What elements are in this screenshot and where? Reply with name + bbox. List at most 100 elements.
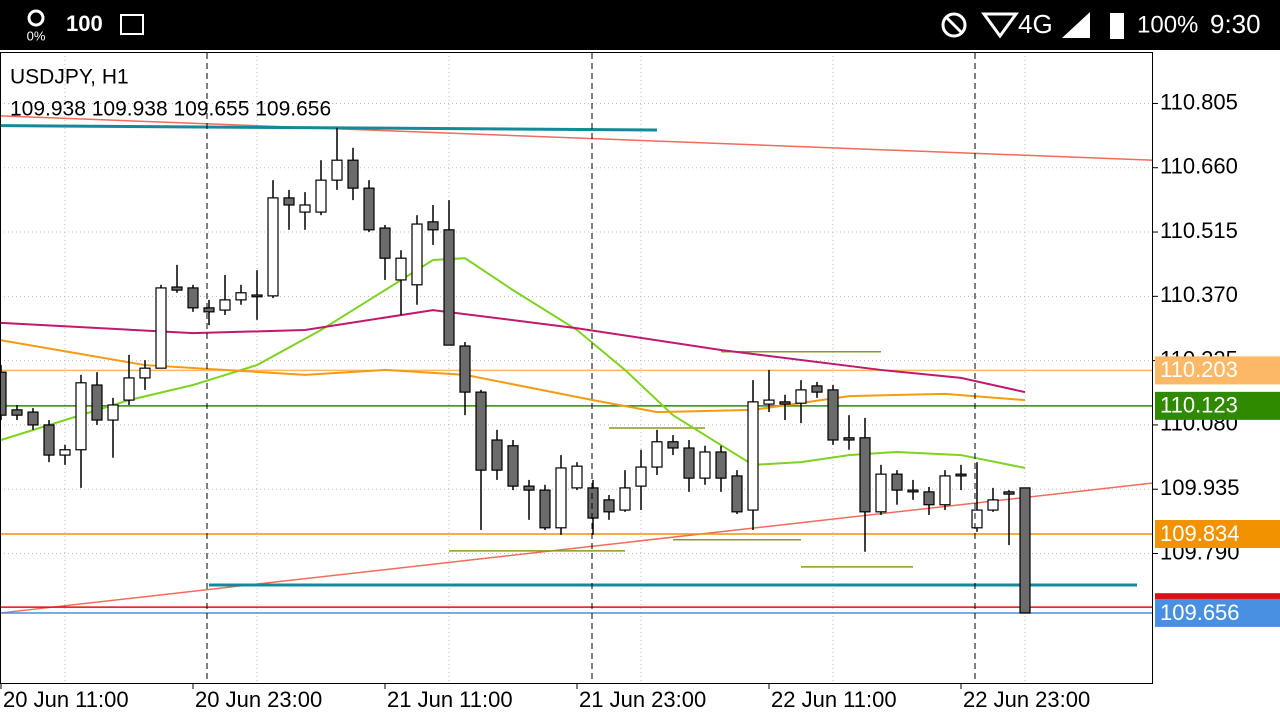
drawn-line [0, 115, 1154, 161]
candle-body [827, 389, 839, 441]
candle-body [1003, 491, 1015, 495]
candle-body [875, 473, 887, 513]
price-label: 109.834 [1160, 521, 1240, 546]
dnd-icon [941, 12, 967, 38]
y-tick-label: 109.935 [1160, 475, 1240, 500]
clock: 9:30 [1210, 9, 1261, 39]
candle-body [459, 345, 471, 393]
x-tick-label: 22 Jun 11:00 [771, 687, 897, 712]
moving-average [0, 309, 1026, 394]
drawn-line [0, 124, 658, 132]
image-icon [120, 14, 144, 35]
candle-body [667, 441, 679, 449]
battery-saver-icon [27, 9, 45, 27]
candle-body [139, 367, 151, 379]
price-label: 110.123 [1160, 393, 1238, 418]
x-tick-label: 22 Jun 23:00 [963, 687, 1090, 712]
candle-body [891, 473, 903, 491]
candle-body [587, 487, 599, 519]
candle-body [699, 451, 711, 479]
candle-body [475, 391, 487, 471]
x-tick-label: 21 Jun 23:00 [579, 687, 706, 712]
candle-body [715, 451, 727, 479]
signal-count: 100 [66, 11, 103, 36]
candle-body [1019, 487, 1031, 614]
moving-average [0, 339, 1026, 414]
candle-body [571, 465, 583, 489]
candle-body [235, 292, 247, 301]
y-tick-label: 110.805 [1160, 89, 1238, 114]
battery-saver-text: 0% [27, 28, 46, 43]
candle-body [299, 204, 311, 213]
moving-average [0, 257, 1026, 469]
candle-body [923, 491, 935, 506]
candle-body [763, 399, 775, 405]
candle-body [43, 424, 55, 456]
y-tick-label: 110.370 [1160, 282, 1238, 307]
candle-body [619, 487, 631, 511]
candle-body [187, 287, 199, 309]
candle-body [651, 441, 663, 468]
wifi-icon [981, 12, 1019, 39]
x-tick-label: 20 Jun 23:00 [195, 687, 322, 712]
dnd-slash [944, 15, 964, 35]
x-tick-label: 20 Jun 11:00 [3, 687, 129, 712]
candle-body [747, 401, 759, 511]
chart-title: USDJPY, H1 [10, 66, 129, 89]
battery-icon [1110, 13, 1124, 39]
y-tick-label: 110.660 [1160, 154, 1238, 179]
plot-area [0, 52, 1154, 683]
price-label-box [1155, 391, 1280, 420]
candle-body [331, 159, 343, 181]
battery-level: 100% [1137, 11, 1198, 38]
candle-body [859, 437, 871, 513]
candle-body [523, 485, 535, 491]
candle-body [971, 509, 983, 529]
candle-body [267, 197, 279, 297]
candle-body [155, 287, 167, 369]
candle-body [843, 437, 855, 441]
ohlc-header: 109.938 109.938 109.655 109.656 [10, 98, 331, 121]
candle-body [987, 499, 999, 511]
y-tick-label: 110.515 [1160, 218, 1238, 243]
price-label: 110.203 [1160, 357, 1238, 382]
candle-body [603, 499, 615, 513]
candle-body [27, 411, 39, 426]
cell-icon [1062, 12, 1090, 38]
candle-body [907, 489, 919, 493]
candle-body [427, 221, 439, 231]
price-label-box [1155, 520, 1280, 549]
candle-body [379, 227, 391, 259]
candle-body [123, 377, 135, 401]
plot-frame [0, 52, 1153, 684]
candle-body [443, 229, 455, 346]
drawn-line [0, 482, 1154, 614]
candle-body [203, 307, 215, 313]
price-label-box [1155, 598, 1280, 627]
candle-body [363, 187, 375, 231]
candle-body [555, 467, 567, 529]
status-bar [0, 0, 1280, 50]
x-tick-label: 21 Jun 11:00 [387, 687, 513, 712]
candle-body [731, 475, 743, 513]
candle-body [635, 466, 647, 487]
candle-body [283, 197, 295, 206]
candle-body [939, 475, 951, 506]
candle-body [779, 401, 791, 405]
candle-body [107, 404, 119, 421]
candle-body [491, 439, 503, 471]
candle-body [683, 447, 695, 479]
candle-body [59, 449, 71, 456]
candle-body [171, 286, 183, 291]
candle-body [91, 384, 103, 421]
candle-body [811, 385, 823, 393]
candle-body [75, 382, 87, 451]
candle-body [347, 159, 359, 189]
candle-body [795, 389, 807, 404]
candle-body [251, 294, 263, 298]
price-label: 109.656 [1160, 600, 1240, 625]
candle-body [507, 445, 519, 487]
candle-body [955, 473, 967, 477]
